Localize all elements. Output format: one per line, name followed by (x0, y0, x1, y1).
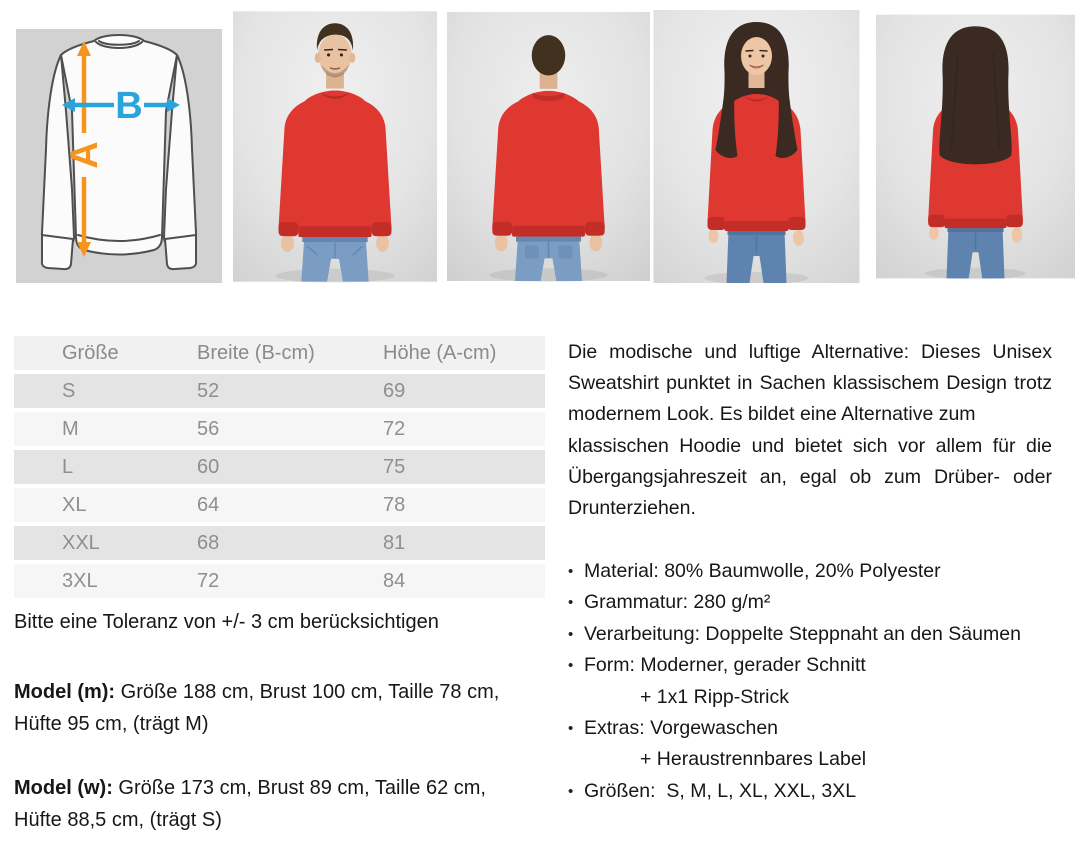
model-w-text: Größe 173 cm, Brust 89 cm, Taille 62 cm,… (14, 777, 486, 831)
height-arrow-a: A (64, 41, 106, 257)
man-front-figure (278, 23, 392, 282)
feature-list: • Material: 80% Baumwolle, 20% Polyester … (568, 556, 1073, 807)
cell-size: S (14, 372, 197, 412)
model-m-label: Model (m): (14, 681, 116, 703)
sweatshirt-outline-drawing (40, 34, 198, 271)
feature-item: • Grammatur: 280 g/m² (568, 587, 1073, 618)
cell-size: 3XL (14, 562, 197, 602)
size-diagram-image: A B (16, 29, 222, 283)
woman-front-figure (707, 22, 806, 283)
cell-width: 64 (197, 486, 383, 526)
size-table: Größe Breite (B-cm) Höhe (A-cm) S 52 69 … (14, 336, 545, 602)
table-row: S 52 69 (14, 372, 545, 412)
woman-back-svg (876, 14, 1075, 280)
size-diagram-svg: A B (16, 29, 222, 283)
cell-size: M (14, 410, 197, 450)
table-row: XXL 68 81 (14, 524, 545, 564)
arrow-right-icon (167, 98, 180, 112)
cell-height: 78 (383, 486, 545, 526)
feature-text: Grammatur: 280 g/m² (584, 591, 771, 614)
feature-text: Material: 80% Baumwolle, 20% Polyester (584, 560, 941, 582)
man-front-svg (233, 11, 437, 283)
table-row: XL 64 78 (14, 486, 545, 526)
cell-height: 72 (383, 410, 545, 450)
feature-item: • Verarbeitung: Doppelte Steppnaht an den… (568, 619, 1073, 650)
bullet-icon: • (568, 594, 574, 612)
description-paragraph: klassischen Hoodie und bietet sich vor a… (568, 434, 1052, 520)
feature-text: + Heraustrennbares Label (640, 748, 867, 771)
cell-width: 68 (197, 524, 383, 564)
product-photo-woman-back (876, 10, 1075, 283)
feature-item: • Größen: S, M, L, XL, XXL, 3XL (568, 776, 1073, 807)
feature-item: • Material: 80% Baumwolle, 20% Polyester (568, 556, 1073, 587)
bullet-icon: • (568, 563, 574, 580)
table-row: 3XL 72 84 (14, 562, 545, 602)
feature-text: Größen: S, M, L, XL, XXL, 3XL (584, 779, 857, 802)
cell-width: 56 (197, 410, 383, 450)
label-b: B (115, 85, 142, 127)
cell-width: 60 (197, 448, 383, 488)
col-header-hoehe: Höhe (A-cm) (383, 336, 545, 374)
feature-text: Extras: Vorgewaschen (584, 717, 779, 740)
arrow-up-icon (77, 41, 91, 56)
bullet-icon: • (568, 720, 574, 738)
woman-front-svg (653, 10, 860, 283)
model-m-text: Größe 188 cm, Brust 100 cm, Taille 78 cm… (14, 681, 500, 735)
cell-size: XL (14, 486, 197, 526)
man-back-figure (492, 35, 605, 282)
feature-text: Form: Moderner, gerader Schnitt (584, 654, 866, 677)
bullet-icon: • (568, 782, 574, 800)
product-photo-man-back (447, 10, 650, 283)
product-photo-man-front (233, 10, 437, 283)
cell-height: 84 (383, 562, 545, 602)
model-w-label: Model (w): (14, 777, 113, 799)
bullet-icon: • (568, 625, 574, 643)
cell-width: 52 (197, 372, 383, 412)
col-header-groesse: Größe (14, 336, 197, 374)
cell-size: XXL (14, 524, 197, 564)
cell-height: 69 (383, 372, 545, 412)
model-w-info: Model (w): Größe 173 cm, Brust 89 cm, Ta… (14, 772, 530, 836)
arrow-down-icon (77, 242, 91, 257)
size-table-header-row: Größe Breite (B-cm) Höhe (A-cm) (14, 336, 545, 374)
cell-height: 75 (383, 448, 545, 488)
feature-item-continuation: + Heraustrennbares Label (568, 744, 1073, 775)
description-paragraph: Die modische und luftige Alternative: Di… (568, 341, 1052, 426)
feature-text: + 1x1 Ripp-Strick (640, 685, 790, 708)
cell-width: 72 (197, 562, 383, 602)
woman-back-figure (928, 26, 1023, 279)
arrow-left-icon (62, 98, 75, 112)
table-row: M 56 72 (14, 410, 545, 450)
cell-size: L (14, 448, 197, 488)
width-arrow-b: B (62, 85, 180, 127)
label-a: A (64, 141, 106, 168)
tolerance-note: Bitte eine Toleranz von +/- 3 cm berücks… (14, 611, 439, 633)
col-header-breite: Breite (B-cm) (197, 336, 383, 374)
feature-item: • Form: Moderner, gerader Schnitt (568, 650, 1073, 681)
feature-item: • Extras: Vorgewaschen (568, 713, 1073, 744)
bullet-icon: • (568, 657, 574, 675)
feature-text: Verarbeitung: Doppelte Steppnaht an den … (584, 622, 1021, 645)
feature-item-continuation: + 1x1 Ripp-Strick (568, 682, 1073, 713)
product-photo-woman-front (650, 10, 863, 283)
model-m-info: Model (m): Größe 188 cm, Brust 100 cm, T… (14, 676, 530, 740)
table-row: L 60 75 (14, 448, 545, 488)
cell-height: 81 (383, 524, 545, 564)
product-description: Die modische und luftige Alternative: Di… (568, 337, 1052, 524)
man-back-svg (447, 11, 650, 282)
